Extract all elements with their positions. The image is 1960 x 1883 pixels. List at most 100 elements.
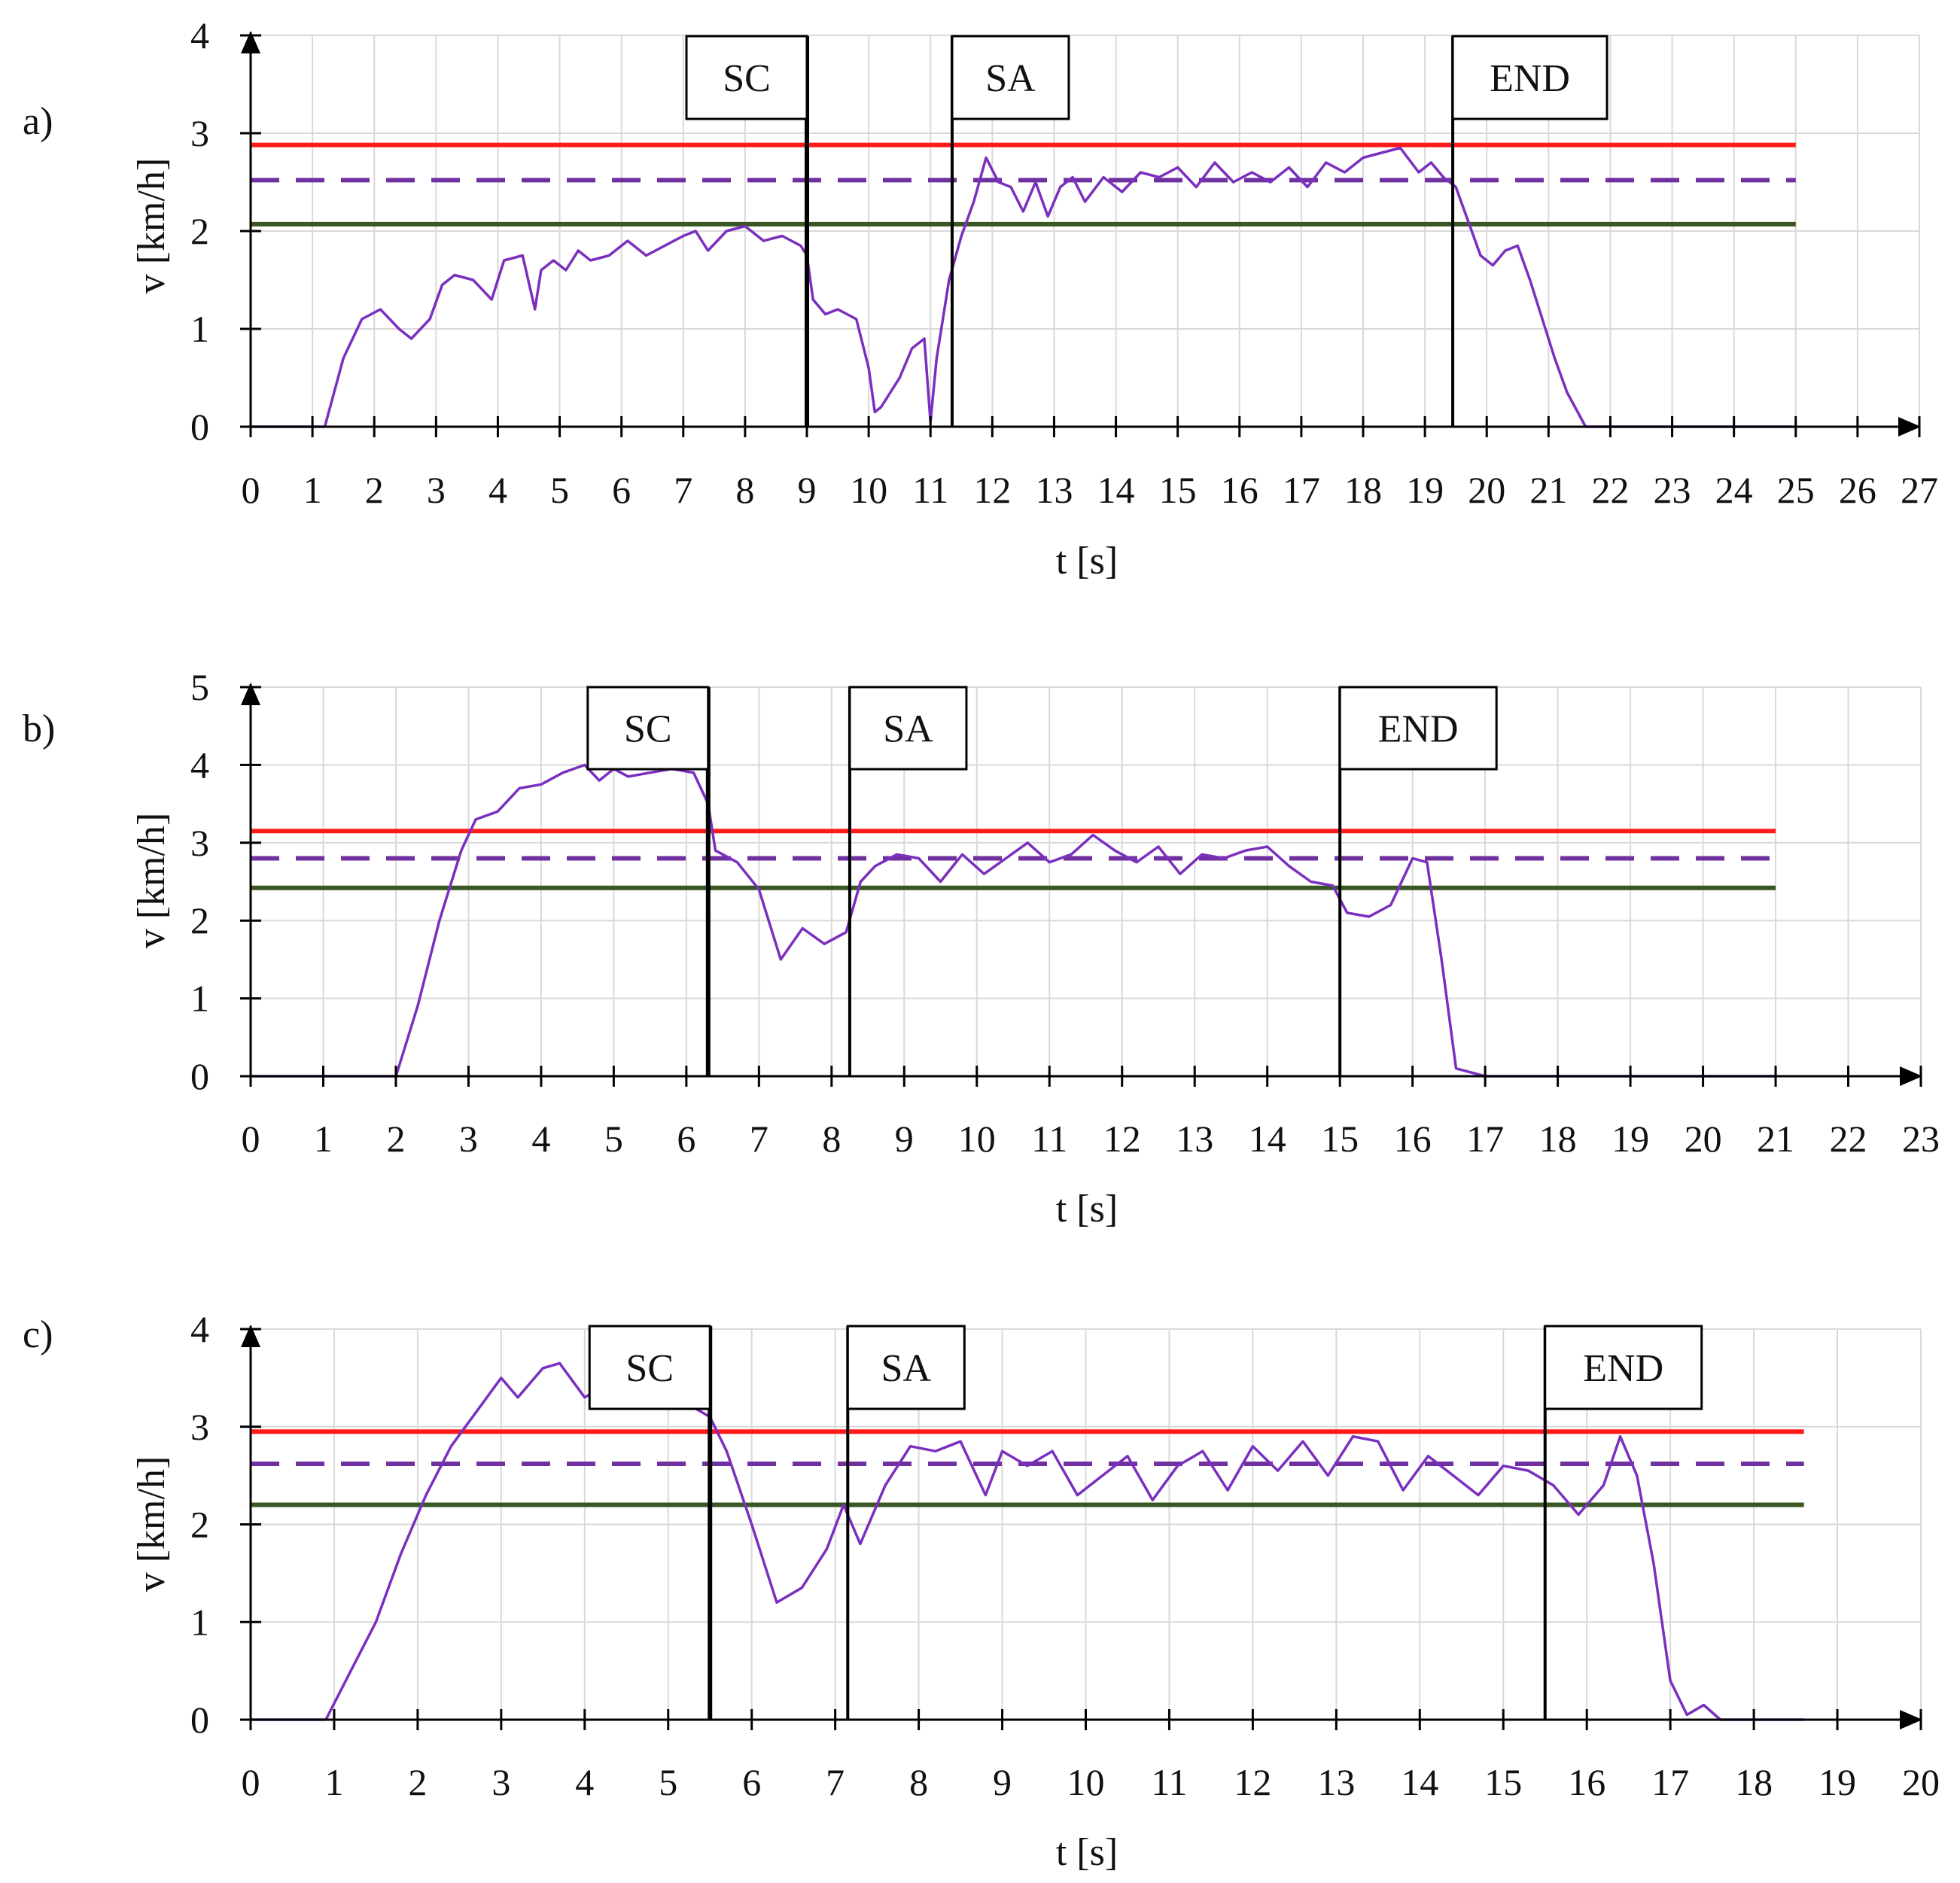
marker-label-sc: SC	[625, 1347, 674, 1390]
x-tick-label: 21	[1529, 469, 1567, 511]
x-tick-label: 14	[1401, 1761, 1438, 1803]
x-tick-label: 15	[1321, 1118, 1359, 1160]
x-tick-label: 11	[1031, 1118, 1067, 1160]
marker-label-sc: SC	[723, 57, 771, 100]
x-tick-label: 4	[488, 469, 507, 511]
grid-a	[251, 35, 1920, 427]
y-tick-label: 4	[190, 1308, 209, 1350]
x-tick-label: 2	[408, 1761, 427, 1803]
x-tick-label: 2	[386, 1118, 405, 1160]
x-axis-arrow-icon	[1900, 1710, 1922, 1729]
marker-box-end	[1544, 1325, 1703, 1410]
x-tick-label: 1	[314, 1118, 333, 1160]
x-axis-title: t [s]	[1056, 1188, 1118, 1230]
x-tick-label: 20	[1902, 1761, 1940, 1803]
x-tick-label: 7	[826, 1761, 845, 1803]
y-tick-label: 2	[190, 1504, 209, 1546]
x-tick-label: 23	[1902, 1118, 1940, 1160]
x-tick-label: 9	[993, 1761, 1012, 1803]
y-tick-label: 1	[190, 308, 209, 350]
x-tick-label: 16	[1221, 469, 1258, 511]
x-axis-title: t [s]	[1056, 1831, 1118, 1874]
x-tick-label: 10	[958, 1118, 996, 1160]
marker-label-sa: SA	[883, 708, 933, 751]
x-tick-label: 7	[674, 469, 692, 511]
x-tick-label: 19	[1818, 1761, 1856, 1803]
panel-label-c: c)	[23, 1313, 53, 1356]
y-axis-arrow-icon	[241, 1325, 260, 1347]
x-tick-label: 8	[735, 469, 754, 511]
x-tick-label: 6	[677, 1118, 695, 1160]
x-tick-label: 0	[242, 1118, 260, 1160]
x-tick-label: 13	[1317, 1761, 1355, 1803]
marker-label-end: END	[1378, 708, 1459, 751]
x-tick-label: 15	[1159, 469, 1197, 511]
x-tick-label: 16	[1394, 1118, 1432, 1160]
x-tick-label: 5	[659, 1761, 677, 1803]
x-axis-arrow-icon	[1898, 417, 1921, 437]
x-tick-label: 18	[1539, 1118, 1577, 1160]
panel-label-a: a)	[23, 100, 53, 143]
x-tick-label: 12	[1103, 1118, 1141, 1160]
x-tick-label: 12	[973, 469, 1011, 511]
x-tick-label: 0	[242, 1761, 260, 1803]
y-tick-label: 3	[190, 112, 209, 154]
y-axis-arrow-icon	[241, 31, 260, 53]
x-tick-label: 13	[1176, 1118, 1213, 1160]
x-tick-label: 1	[303, 469, 322, 511]
y-axis-title: v [km/h]	[130, 1456, 173, 1592]
speed-series-line	[251, 763, 1776, 1078]
y-tick-label: 4	[190, 14, 209, 56]
x-tick-label: 19	[1612, 1118, 1649, 1160]
x-tick-label: 20	[1685, 1118, 1722, 1160]
x-tick-label: 9	[895, 1118, 914, 1160]
x-tick-label: 23	[1654, 469, 1691, 511]
y-tick-label: 4	[190, 744, 209, 786]
x-tick-label: 6	[612, 469, 631, 511]
marker-label-end: END	[1490, 57, 1570, 100]
x-tick-label: 18	[1735, 1761, 1773, 1803]
x-tick-label: 8	[822, 1118, 841, 1160]
x-tick-label: 1	[324, 1761, 343, 1803]
y-tick-label: 3	[190, 1406, 209, 1448]
x-tick-label: 16	[1568, 1761, 1605, 1803]
x-tick-label: 2	[365, 469, 384, 511]
y-tick-label: 5	[190, 666, 209, 708]
x-tick-label: 19	[1406, 469, 1444, 511]
marker-label-sc: SC	[624, 708, 672, 751]
x-tick-label: 18	[1344, 469, 1382, 511]
marker-box-sc	[685, 35, 808, 120]
x-tick-label: 17	[1283, 469, 1320, 511]
y-tick-label: 2	[190, 210, 209, 252]
marker-box-end	[1451, 35, 1608, 120]
x-tick-label: 10	[1067, 1761, 1105, 1803]
marker-box-sa	[846, 1325, 966, 1410]
x-tick-label: 22	[1591, 469, 1629, 511]
y-tick-label: 1	[190, 1601, 209, 1643]
marker-label-sa: SA	[985, 57, 1036, 100]
x-tick-label: 6	[742, 1761, 761, 1803]
x-tick-label: 26	[1839, 469, 1876, 511]
marker-label-sa: SA	[881, 1347, 932, 1390]
y-tick-label: 1	[190, 978, 209, 1020]
y-tick-label: 0	[190, 1699, 209, 1741]
marker-box-sa	[848, 686, 968, 771]
x-tick-label: 3	[492, 1761, 510, 1803]
y-axis-title: v [km/h]	[130, 158, 173, 294]
x-tick-label: 15	[1484, 1761, 1522, 1803]
marker-box-sc	[586, 686, 710, 771]
y-tick-label: 0	[190, 406, 209, 448]
grid-b	[251, 686, 1922, 1076]
x-tick-label: 5	[550, 469, 569, 511]
x-tick-label: 14	[1097, 469, 1135, 511]
marker-label-end: END	[1583, 1347, 1663, 1390]
x-tick-label: 3	[459, 1118, 478, 1160]
x-tick-label: 27	[1901, 469, 1938, 511]
x-tick-label: 17	[1651, 1761, 1689, 1803]
x-tick-label: 25	[1777, 469, 1815, 511]
y-axis-arrow-icon	[241, 683, 260, 705]
x-axis-arrow-icon	[1900, 1066, 1922, 1086]
